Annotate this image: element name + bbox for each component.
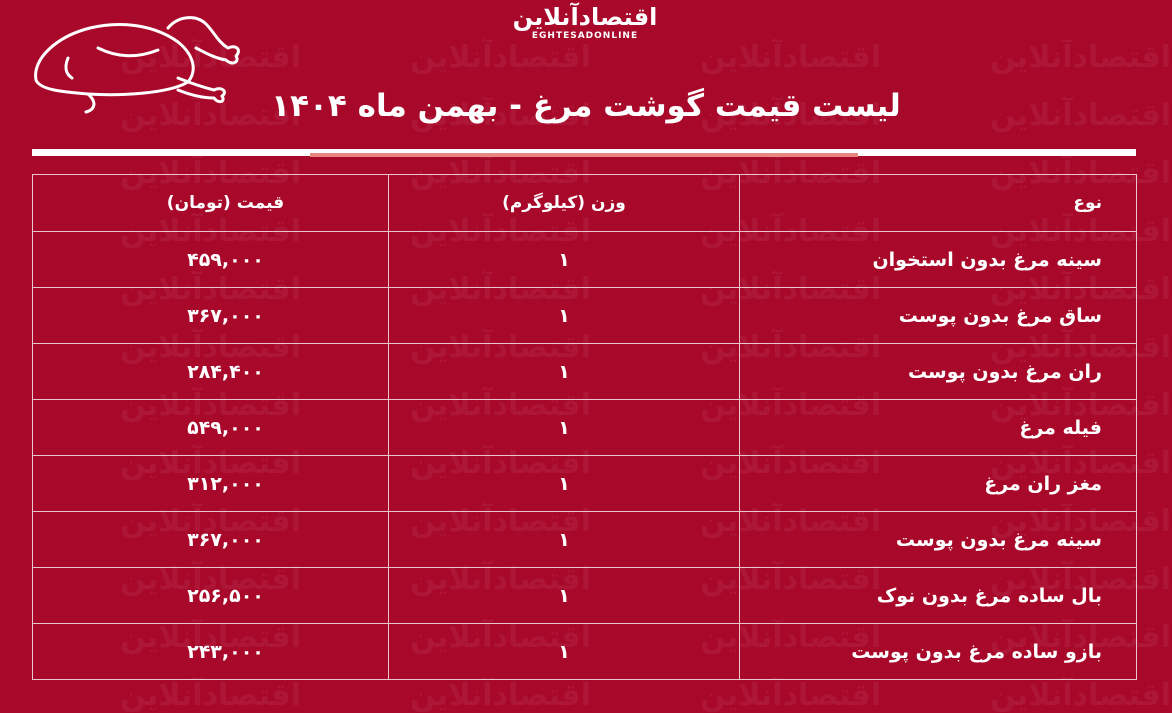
title-accent-line xyxy=(310,153,858,157)
cell-weight: ۱ xyxy=(388,399,740,456)
table-row: بال ساده مرغ بدون نوک ۱ ۲۵۶,۵۰۰ xyxy=(32,567,1137,624)
cell-type: فیله مرغ xyxy=(739,399,1137,456)
cell-price: ۲۴۳,۰۰۰ xyxy=(32,623,389,680)
table-row: سینه مرغ بدون پوست ۱ ۳۶۷,۰۰۰ xyxy=(32,511,1137,568)
price-table: نوع وزن (کیلوگرم) قیمت (تومان) سینه مرغ … xyxy=(32,174,1137,680)
table-row: ساق مرغ بدون پوست ۱ ۳۶۷,۰۰۰ xyxy=(32,287,1137,344)
cell-type: ران مرغ بدون پوست xyxy=(739,343,1137,400)
watermark: اقتصادآنلاین xyxy=(700,40,881,75)
watermark: اقتصادآنلاین xyxy=(990,40,1171,75)
cell-price: ۳۶۷,۰۰۰ xyxy=(32,511,389,568)
cell-type: سینه مرغ بدون استخوان xyxy=(739,231,1137,288)
table-row: مغز ران مرغ ۱ ۳۱۲,۰۰۰ xyxy=(32,455,1137,512)
cell-price: ۲۵۶,۵۰۰ xyxy=(32,567,389,624)
cell-weight: ۱ xyxy=(388,567,740,624)
cell-price: ۵۴۹,۰۰۰ xyxy=(32,399,389,456)
cell-weight: ۱ xyxy=(388,287,740,344)
header-weight: وزن (کیلوگرم) xyxy=(388,174,740,232)
cell-price: ۲۸۴,۴۰۰ xyxy=(32,343,389,400)
cell-price: ۴۵۹,۰۰۰ xyxy=(32,231,389,288)
table-row: ران مرغ بدون پوست ۱ ۲۸۴,۴۰۰ xyxy=(32,343,1137,400)
watermark: اقتصادآنلاین xyxy=(120,678,301,713)
header-price: قیمت (تومان) xyxy=(32,174,389,232)
cell-weight: ۱ xyxy=(388,455,740,512)
watermark: اقتصادآنلاین xyxy=(990,678,1171,713)
cell-type: بال ساده مرغ بدون نوک xyxy=(739,567,1137,624)
cell-weight: ۱ xyxy=(388,343,740,400)
cell-type: ساق مرغ بدون پوست xyxy=(739,287,1137,344)
cell-price: ۳۱۲,۰۰۰ xyxy=(32,455,389,512)
cell-price: ۳۶۷,۰۰۰ xyxy=(32,287,389,344)
cell-weight: ۱ xyxy=(388,231,740,288)
table-row: بازو ساده مرغ بدون پوست ۱ ۲۴۳,۰۰۰ xyxy=(32,623,1137,680)
cell-weight: ۱ xyxy=(388,511,740,568)
brand-logo: اقتصادآنلاین EGHTESADONLINE xyxy=(490,4,680,48)
brand-name-fa: اقتصادآنلاین xyxy=(512,3,658,31)
brand-name-en: EGHTESADONLINE xyxy=(531,31,639,41)
cell-type: بازو ساده مرغ بدون پوست xyxy=(739,623,1137,680)
cell-type: سینه مرغ بدون پوست xyxy=(739,511,1137,568)
table-row: سینه مرغ بدون استخوان ۱ ۴۵۹,۰۰۰ xyxy=(32,231,1137,288)
header-type: نوع xyxy=(739,174,1137,232)
watermark: اقتصادآنلاین xyxy=(410,678,591,713)
cell-type: مغز ران مرغ xyxy=(739,455,1137,512)
title-divider xyxy=(32,149,1136,156)
table-header-row: نوع وزن (کیلوگرم) قیمت (تومان) xyxy=(32,174,1137,232)
page-title: لیست قیمت گوشت مرغ - بهمن ماه ۱۴۰۴ xyxy=(271,88,901,124)
table-row: فیله مرغ ۱ ۵۴۹,۰۰۰ xyxy=(32,399,1137,456)
roast-chicken-outline-icon xyxy=(34,16,240,114)
watermark: اقتصادآنلاین xyxy=(700,678,881,713)
cell-weight: ۱ xyxy=(388,623,740,680)
